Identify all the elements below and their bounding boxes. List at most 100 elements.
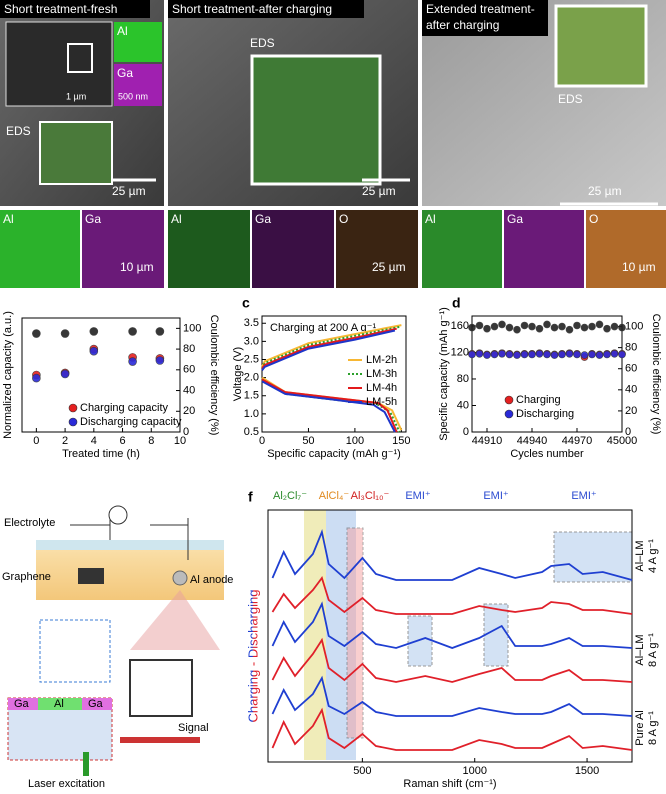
map	[252, 210, 334, 288]
graphene	[78, 568, 104, 584]
point	[32, 373, 41, 383]
point	[89, 346, 99, 356]
point	[588, 350, 596, 359]
layer	[38, 698, 82, 710]
x-tick-label: 45000	[607, 435, 638, 447]
eds-box	[250, 54, 382, 186]
title-bg	[422, 0, 548, 36]
map	[114, 22, 162, 62]
y2-axis-label: Coulombic efficiency (%)	[208, 315, 220, 436]
beam	[130, 590, 220, 650]
side-label: Charging - Discharging	[245, 590, 260, 723]
legend-label: Discharging	[516, 408, 574, 420]
point	[543, 320, 551, 329]
x-tick-label: 100	[346, 435, 364, 447]
eds-label: EDS	[6, 124, 31, 138]
label: Al	[54, 698, 64, 710]
legend-marker	[68, 403, 78, 413]
inset	[5, 21, 113, 107]
x-axis-label: Cycles number	[510, 448, 584, 460]
scale-bar: 25 µm	[112, 184, 146, 198]
panel-label: d	[452, 295, 461, 311]
point	[520, 321, 529, 330]
highlight	[407, 615, 433, 667]
y2-tick-label: 60	[183, 364, 195, 376]
label: Ga	[88, 698, 104, 710]
y-tick-label: 1.5	[244, 390, 259, 402]
scale-bar: 25 µm	[372, 260, 406, 274]
map-label: Ga	[85, 212, 101, 226]
x-tick-label: 1500	[575, 765, 599, 777]
point	[513, 351, 521, 359]
point	[603, 324, 611, 333]
point	[505, 350, 514, 359]
point	[618, 350, 626, 359]
y2-tick-label: 20	[625, 405, 637, 417]
legend-label: LM-3h	[366, 368, 397, 380]
y-tick-label: 1.0	[244, 408, 259, 420]
group-label: 8 A g⁻¹	[647, 711, 659, 745]
point	[573, 321, 581, 330]
y2-tick-label: 80	[183, 343, 195, 355]
point	[528, 322, 536, 331]
scale-bar: 500 nm	[118, 91, 148, 101]
scale-bar: 10 µm	[120, 260, 154, 274]
point	[32, 329, 41, 338]
micrographs: Short treatment-fresh Al Ga 1 µm 500 nm …	[0, 0, 666, 288]
eds-label: EDS	[250, 36, 275, 50]
map	[168, 210, 250, 288]
map-label: Ga	[255, 212, 271, 226]
y2-tick-label: 0	[183, 426, 189, 438]
point	[155, 356, 165, 365]
x-tick-label: 150	[392, 435, 410, 447]
image-title: Short treatment-fresh	[4, 2, 117, 16]
label: Al anode	[190, 574, 233, 586]
point	[89, 327, 99, 336]
plot-frame	[471, 315, 623, 433]
panel-label: f	[248, 489, 253, 505]
panel-label: c	[242, 295, 250, 311]
point	[483, 351, 491, 359]
scale-bar: 10 µm	[622, 260, 656, 274]
y-tick-label: 3.0	[244, 335, 259, 347]
line	[271, 675, 633, 717]
image-title: Extended treatment-	[426, 2, 535, 16]
map	[82, 210, 164, 288]
map	[422, 210, 502, 288]
y-axis-label: Specific capacity (mAh g⁻¹)	[438, 307, 450, 441]
y-tick-label: 2.0	[244, 372, 259, 384]
point	[610, 322, 619, 331]
x-tick-label: 10	[174, 435, 186, 447]
line	[271, 637, 633, 683]
map	[114, 64, 162, 106]
label: Ga	[14, 698, 30, 710]
map-label: Al	[425, 212, 436, 226]
legend-label: LM-5h	[366, 396, 397, 408]
point	[513, 325, 521, 334]
point	[528, 350, 536, 359]
point	[60, 329, 70, 338]
legend-label: Charging capacity	[80, 402, 169, 414]
peak-label: EMI⁺	[405, 490, 431, 502]
legend-marker	[504, 395, 514, 405]
peak-label: EMI⁺	[571, 490, 597, 502]
point	[468, 350, 476, 359]
map-label: Al	[3, 212, 14, 226]
peak-label: Al₂Cl₇⁻	[273, 490, 307, 502]
al-anode	[172, 570, 188, 586]
x-tick-label: 2	[62, 435, 68, 447]
point	[618, 323, 626, 332]
y2-tick-label: 0	[625, 426, 631, 438]
x-tick-label: 6	[119, 435, 125, 447]
map-label: Ga	[117, 66, 133, 80]
point	[565, 349, 574, 358]
point	[490, 322, 499, 331]
y-axis-label: Normalized capacity (a.u.)	[2, 311, 14, 439]
point	[520, 350, 529, 359]
map	[0, 210, 80, 288]
map-label: Al	[117, 24, 128, 38]
title-bg	[168, 0, 364, 18]
wire	[70, 518, 189, 560]
x-tick-label: 44970	[562, 435, 593, 447]
eds-box	[39, 121, 113, 185]
